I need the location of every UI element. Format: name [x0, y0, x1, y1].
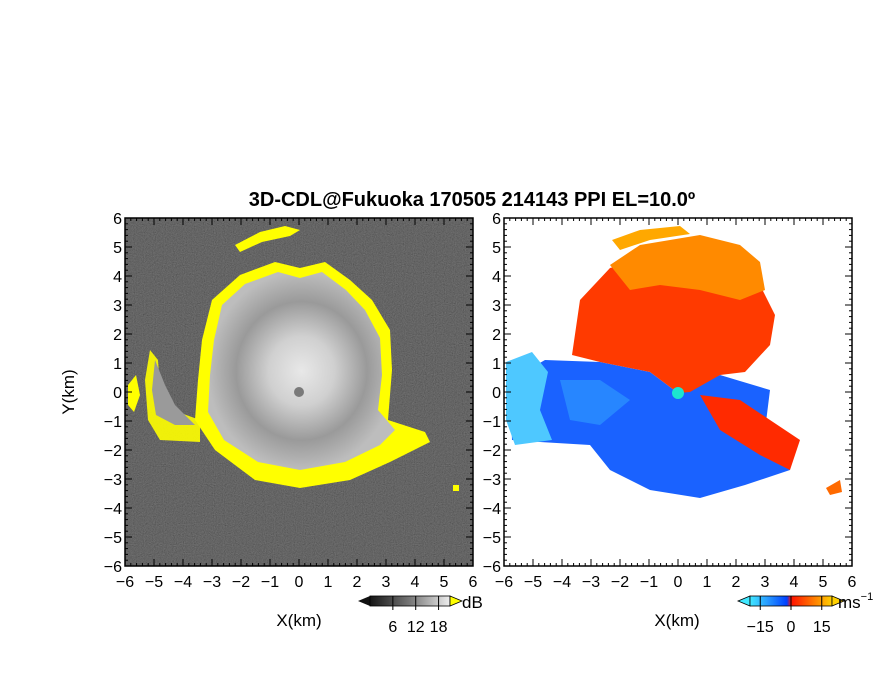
y-tick-label: −2 — [483, 443, 501, 460]
x-tick-label: 6 — [848, 574, 857, 591]
y-tick-label: 1 — [492, 356, 501, 373]
colorbar-tick-label: 18 — [430, 619, 448, 636]
velocity-colorbar: −15 0 15 ms−1 — [736, 591, 873, 636]
x-tick-label: 5 — [819, 574, 828, 591]
figure-title: 3D-CDL@Fukuoka 170505 214143 PPI EL=10.0… — [249, 189, 695, 211]
x-tick-label: 0 — [674, 574, 683, 591]
x-tick-label: 1 — [324, 574, 333, 591]
colorbar-tick-label: −15 — [747, 619, 774, 636]
y-tick-label: −5 — [483, 530, 501, 547]
y-tick-label: 6 — [113, 211, 122, 228]
snr-axes: −6 −5 −4 −3 −2 −1 0 1 2 3 4 5 6 6 5 4 3 2 1 0 −1 −2 −3 −4 −5 −6 — [104, 211, 478, 591]
x-tick-label: 2 — [732, 574, 741, 591]
y-tick-label: −5 — [104, 530, 122, 547]
snr-y-axis-label: Y(km) — [59, 369, 78, 414]
y-tick-label: 6 — [492, 211, 501, 228]
radar-site-marker — [294, 387, 304, 397]
x-tick-label: −1 — [640, 574, 658, 591]
snr-x-axis-label: X(km) — [276, 611, 321, 630]
y-tick-label: 2 — [113, 327, 122, 344]
y-tick-label: 5 — [113, 240, 122, 257]
x-tick-label: 4 — [411, 574, 420, 591]
y-tick-label: 3 — [492, 298, 501, 315]
x-tick-label: 2 — [353, 574, 362, 591]
velocity-axes: −6 −5 −4 −3 −2 −1 0 1 2 3 4 5 6 6 5 4 3 2 1 0 −1 −2 −3 −4 −5 −6 — [483, 211, 857, 591]
y-tick-label: −6 — [483, 559, 501, 576]
y-tick-label: 5 — [492, 240, 501, 257]
y-tick-label: 2 — [492, 327, 501, 344]
y-tick-label: 3 — [113, 298, 122, 315]
x-tick-label: −2 — [232, 574, 250, 591]
y-tick-label: 1 — [113, 356, 122, 373]
velocity-colorbar-unit: ms−1 — [838, 591, 873, 612]
y-tick-label: −4 — [483, 501, 501, 518]
y-tick-label: −1 — [483, 414, 501, 431]
x-tick-label: −4 — [174, 574, 192, 591]
y-tick-label: −2 — [104, 443, 122, 460]
colorbar-tick-label: 15 — [813, 619, 831, 636]
y-tick-label: 4 — [492, 269, 501, 286]
radar-site-marker — [672, 387, 684, 399]
colorbar-tick-label: 0 — [787, 619, 796, 636]
x-tick-label: −3 — [582, 574, 600, 591]
x-tick-label: −6 — [116, 574, 134, 591]
snr-colorbar: 6 12 18 dB — [358, 593, 483, 636]
velocity-panel: −6 −5 −4 −3 −2 −1 0 1 2 3 4 5 6 6 5 4 3 2 1 0 −1 −2 −3 −4 −5 −6 X… — [483, 211, 857, 630]
y-tick-label: −6 — [104, 559, 122, 576]
snr-colorbar-unit: dB — [462, 593, 483, 612]
velocity-colorbar-ticks: −15 0 15 — [747, 596, 831, 636]
y-tick-label: −1 — [104, 414, 122, 431]
x-tick-label: 3 — [761, 574, 770, 591]
y-tick-label: 0 — [492, 385, 501, 402]
x-tick-label: 3 — [382, 574, 391, 591]
x-tick-label: −3 — [203, 574, 221, 591]
x-tick-label: 4 — [790, 574, 799, 591]
x-tick-label: −4 — [553, 574, 571, 591]
x-tick-label: 6 — [469, 574, 478, 591]
y-tick-label: −3 — [104, 472, 122, 489]
x-tick-label: 1 — [703, 574, 712, 591]
x-tick-label: −5 — [145, 574, 163, 591]
snr-field — [125, 218, 473, 566]
x-tick-label: −1 — [261, 574, 279, 591]
x-tick-label: −5 — [524, 574, 542, 591]
velocity-field — [504, 218, 852, 566]
x-tick-label: 0 — [295, 574, 304, 591]
velocity-x-axis-label: X(km) — [654, 611, 699, 630]
y-tick-label: −4 — [104, 501, 122, 518]
colorbar-tick-label: 12 — [407, 619, 425, 636]
y-tick-label: −3 — [483, 472, 501, 489]
x-tick-label: −6 — [495, 574, 513, 591]
snr-colorbar-ticks: 6 12 18 — [388, 596, 448, 636]
snr-panel: −6 −5 −4 −3 −2 −1 0 1 2 3 4 5 6 6 5 4 3 2 1 0 −1 −2 −3 −4 −5 −6 X… — [59, 211, 478, 630]
x-tick-label: 5 — [440, 574, 449, 591]
y-tick-label: 0 — [113, 385, 122, 402]
y-tick-label: 4 — [113, 269, 122, 286]
x-tick-label: −2 — [611, 574, 629, 591]
colorbar-tick-label: 6 — [388, 619, 397, 636]
